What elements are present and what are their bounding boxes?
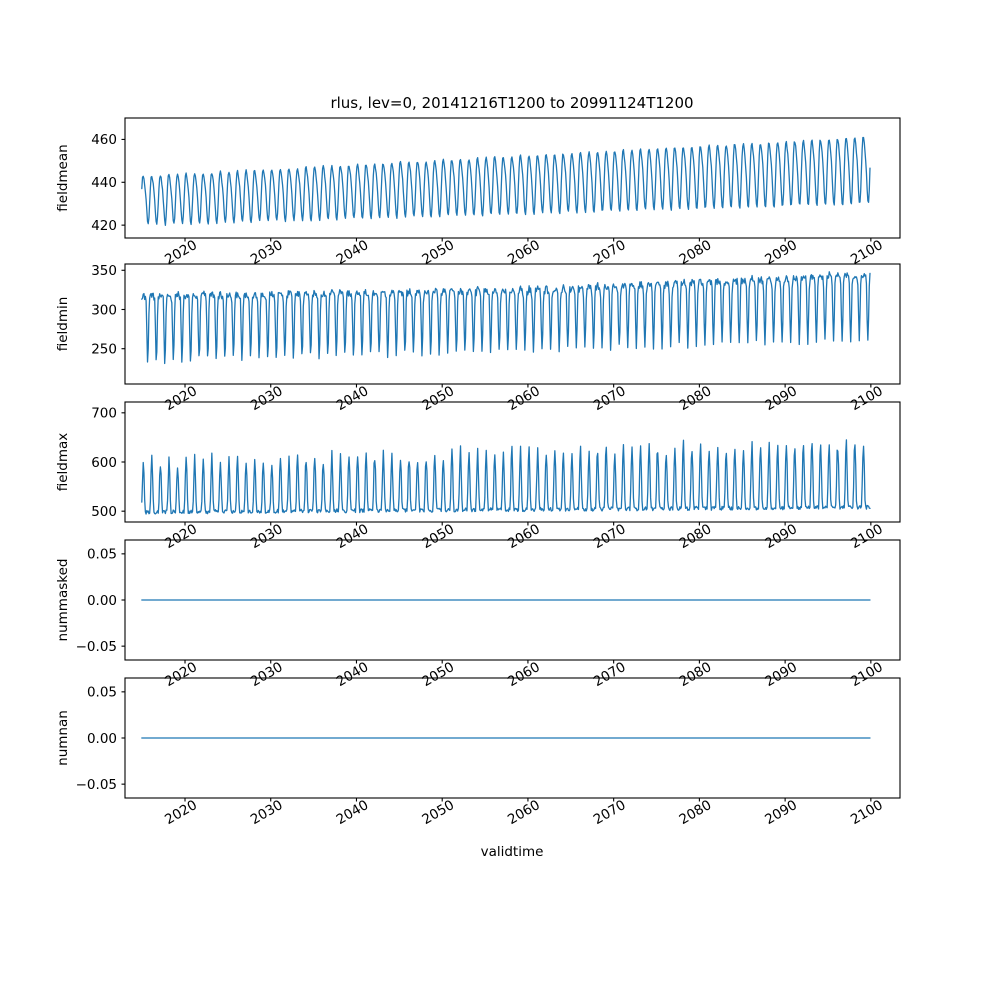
x-tick-label-2090: 2090 xyxy=(762,659,800,690)
x-tick-label-2080: 2080 xyxy=(677,797,715,828)
x-tick-label-2060: 2060 xyxy=(505,521,543,552)
panel-fieldmin: 2020 2030 2040 2050 2060 2070 2080 2090 2100 250 3… xyxy=(55,263,901,414)
x-tick-label-2070: 2070 xyxy=(591,383,629,414)
x-tick-label-2080: 2080 xyxy=(677,521,715,552)
x-tick-label-2020: 2020 xyxy=(162,521,200,552)
y-axis-label-fieldmean: fieldmean xyxy=(55,144,71,211)
x-tick-label-2060: 2060 xyxy=(505,797,543,828)
x-tick-label-2040: 2040 xyxy=(334,383,372,414)
x-tick-label-2020: 2020 xyxy=(162,383,200,414)
axes-frame-fieldmin xyxy=(124,263,901,385)
x-tick-label-2100: 2100 xyxy=(848,521,886,552)
x-tick-label-2030: 2030 xyxy=(248,521,286,552)
x-axis-label: validtime xyxy=(481,844,544,860)
x-tick-label-2040: 2040 xyxy=(334,521,372,552)
series-line-fieldmin xyxy=(141,271,871,365)
x-tick-label-2060: 2060 xyxy=(505,237,543,268)
x-tick-label-2030: 2030 xyxy=(248,237,286,268)
x-tick-label-2070: 2070 xyxy=(591,237,629,268)
y-tick-label-fieldmax-1: 600 xyxy=(91,455,117,471)
x-tick-label-2030: 2030 xyxy=(248,659,286,690)
x-tick-label-2040: 2040 xyxy=(334,237,372,268)
y-tick-label-fieldmin-1: 300 xyxy=(91,302,117,318)
x-tick-label-2050: 2050 xyxy=(419,659,457,690)
panel-numnan: 2020 2030 2040 2050 2060 2070 2080 2090 2100 −0.0… xyxy=(55,677,901,828)
y-tick-label-fieldmin-2: 350 xyxy=(91,263,117,279)
y-tick-label-fieldmean-1: 440 xyxy=(91,175,117,191)
figure-title: rlus, lev=0, 20141216T1200 to 20991124T1… xyxy=(330,94,693,112)
y-axis-label-numnan: numnan xyxy=(55,710,71,766)
x-tick-label-2090: 2090 xyxy=(762,521,800,552)
panel-nummasked: 2020 2030 2040 2050 2060 2070 2080 2090 2100 −0.0… xyxy=(55,539,901,690)
x-tick-label-2090: 2090 xyxy=(762,383,800,414)
y-axis-label-fieldmin: fieldmin xyxy=(55,297,71,352)
y-tick-label-numnan-0: −0.05 xyxy=(76,777,117,793)
y-tick-label-fieldmin-0: 250 xyxy=(91,342,117,358)
y-tick-label-fieldmax-2: 700 xyxy=(91,406,117,422)
y-tick-label-nummasked-2: 0.05 xyxy=(87,547,117,563)
y-tick-label-fieldmean-2: 460 xyxy=(91,132,117,148)
x-tick-label-2080: 2080 xyxy=(677,659,715,690)
series-line-fieldmax xyxy=(141,439,871,515)
x-tick-label-2050: 2050 xyxy=(419,237,457,268)
x-tick-label-2070: 2070 xyxy=(591,797,629,828)
x-tick-label-2090: 2090 xyxy=(762,237,800,268)
x-tick-label-2020: 2020 xyxy=(162,797,200,828)
x-tick-label-2100: 2100 xyxy=(848,659,886,690)
series-line-fieldmean xyxy=(141,136,871,227)
y-tick-label-fieldmean-0: 420 xyxy=(91,218,117,234)
x-tick-label-2040: 2040 xyxy=(334,797,372,828)
x-tick-label-2030: 2030 xyxy=(248,797,286,828)
x-tick-label-2020: 2020 xyxy=(162,237,200,268)
panel-fieldmean: 2020 2030 2040 2050 2060 2070 2080 2090 2100 420 4… xyxy=(55,117,901,268)
y-axis-label-fieldmax: fieldmax xyxy=(55,433,71,492)
y-axis-label-nummasked: nummasked xyxy=(55,559,71,642)
axes-frame-fieldmean xyxy=(124,117,901,239)
panel-fieldmax: 2020 2030 2040 2050 2060 2070 2080 2090 2100 500 6… xyxy=(55,401,901,552)
x-tick-label-2050: 2050 xyxy=(419,797,457,828)
y-tick-label-numnan-2: 0.05 xyxy=(87,685,117,701)
y-tick-label-fieldmax-0: 500 xyxy=(91,504,117,520)
x-tick-label-2030: 2030 xyxy=(248,383,286,414)
x-tick-label-2020: 2020 xyxy=(162,659,200,690)
x-tick-label-2040: 2040 xyxy=(334,659,372,690)
x-tick-label-2060: 2060 xyxy=(505,383,543,414)
x-tick-label-2050: 2050 xyxy=(419,383,457,414)
y-tick-label-nummasked-0: −0.05 xyxy=(76,639,117,655)
x-tick-label-2070: 2070 xyxy=(591,521,629,552)
x-tick-label-2060: 2060 xyxy=(505,659,543,690)
x-tick-label-2100: 2100 xyxy=(848,797,886,828)
x-tick-label-2080: 2080 xyxy=(677,383,715,414)
x-tick-label-2090: 2090 xyxy=(762,797,800,828)
x-tick-label-2100: 2100 xyxy=(848,237,886,268)
x-tick-label-2100: 2100 xyxy=(848,383,886,414)
y-tick-label-nummasked-1: 0.00 xyxy=(87,593,117,609)
x-tick-label-2070: 2070 xyxy=(591,659,629,690)
x-tick-label-2050: 2050 xyxy=(419,521,457,552)
y-tick-label-numnan-1: 0.00 xyxy=(87,731,117,747)
x-tick-label-2080: 2080 xyxy=(677,237,715,268)
